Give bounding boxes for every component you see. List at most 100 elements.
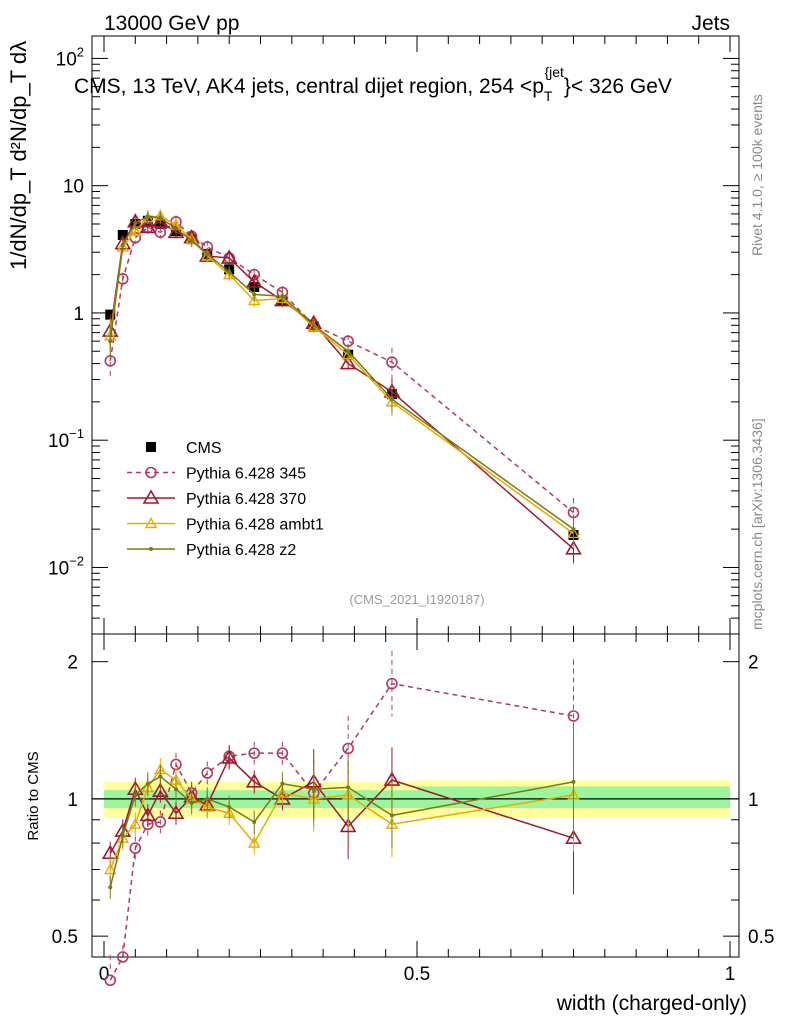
series-z2	[108, 210, 576, 544]
ratio-point-ambt1	[129, 817, 142, 829]
ratio-point-z2	[227, 804, 232, 809]
ratio-series-z2	[108, 725, 576, 899]
ratio-point-z2	[189, 800, 194, 805]
main-y-axis-label-text: 1/dN/dp_T d²N/dp_T dλ	[6, 41, 31, 270]
series-line-p345	[109, 220, 574, 514]
point-z2	[133, 220, 138, 225]
legend-marker-ambt1	[144, 517, 158, 529]
ratio-point-z2	[108, 885, 113, 890]
series-p345	[104, 215, 580, 528]
ratio-point-p345	[116, 951, 129, 963]
ratio-point-ambt1	[248, 836, 261, 848]
ratio-y-tick-label: 1	[67, 790, 78, 811]
ratio-point-p370	[167, 804, 185, 820]
ratio-point-p370	[220, 749, 238, 764]
analysis-watermark: (CMS_2021_I1920187)	[349, 592, 484, 607]
ratio-point-z2	[571, 779, 576, 784]
main-y-tick-label: 10	[63, 177, 84, 198]
main-y-axis-label: 1/dN/dp_T d²N/dp_T dλ	[6, 41, 31, 270]
x-tick-label: 0	[99, 964, 110, 985]
x-tick-label: 1	[725, 964, 736, 985]
chart-title: CMS, 13 TeV, AK4 jets, central dijet reg…	[74, 64, 672, 104]
ratio-point-p370	[245, 773, 263, 788]
point-z2	[145, 214, 150, 219]
ratio-point-z2	[205, 796, 210, 801]
ratio-point-p345	[386, 677, 398, 690]
main-y-tick-label: 10−1	[48, 426, 84, 452]
point-ambt1	[129, 224, 142, 236]
legend: CMS Pythia 6.428 345 Pythia 6.428 370 Pythi…	[127, 440, 324, 559]
ratio-point-z2	[120, 833, 125, 838]
ratio-point-z2	[389, 813, 394, 818]
point-z2	[311, 323, 316, 328]
x-axis-label: width (charged-only)	[556, 992, 747, 1015]
point-p345	[386, 356, 398, 369]
ratio-y-axis-label: Ratio to CMS	[25, 751, 42, 840]
point-p370	[139, 218, 157, 234]
legend-item-p345: Pythia 6.428 345	[127, 466, 306, 483]
point-z2	[205, 252, 210, 257]
ratio-y-tick-label: 2	[67, 653, 78, 674]
legend-label-p345: Pythia 6.428 345	[186, 466, 306, 483]
legend-label-ambt1: Pythia 6.428 ambt1	[186, 517, 324, 534]
ratio-y-tick-label: 0.5	[52, 927, 78, 948]
mcplots-label: mcplots.cern.ch [arXiv:1306.3436]	[749, 418, 765, 630]
point-z2	[280, 294, 285, 299]
ratio-point-p370	[151, 782, 169, 797]
point-z2	[389, 397, 394, 402]
main-y-tick-label: 10−2	[48, 553, 84, 579]
legend-item-cms: CMS	[146, 440, 222, 457]
ratio-point-z2	[311, 787, 316, 792]
ratio-point-p345	[129, 842, 142, 854]
main-y-tick-label: 1	[73, 304, 84, 325]
ratio-y-tick-label-right: 0.5	[748, 927, 774, 948]
ratio-y-tick-label-right: 2	[748, 653, 759, 674]
ratio-point-z2	[252, 819, 257, 824]
legend-label-p370: Pythia 6.428 370	[186, 491, 306, 508]
ratio-point-z2	[158, 774, 163, 779]
point-z2	[120, 243, 125, 248]
legend-marker-p345	[145, 466, 157, 479]
point-p370	[339, 354, 357, 370]
point-p370	[245, 273, 263, 288]
ratio-point-p345	[201, 767, 214, 779]
header-right: Jets	[691, 12, 730, 35]
point-z2	[158, 215, 163, 220]
legend-marker-cms	[146, 442, 156, 452]
ratio-point-z2	[173, 787, 178, 792]
series-line-ambt1	[109, 214, 574, 535]
ratio-point-p345	[342, 742, 354, 755]
point-z2	[173, 226, 178, 231]
legend-item-p370: Pythia 6.428 370	[127, 489, 306, 508]
legend-label-z2: Pythia 6.428 z2	[186, 542, 296, 559]
point-p370	[565, 540, 582, 555]
ratio-point-p345	[248, 747, 261, 759]
header-left: 13000 GeV pp	[104, 12, 239, 35]
ratio-point-p370	[339, 817, 357, 833]
series-line-p370	[109, 220, 574, 550]
main-y-tick-label: 102	[56, 44, 84, 70]
legend-item-ambt1: Pythia 6.428 ambt1	[127, 517, 324, 534]
ratio-point-z2	[280, 781, 285, 786]
ratio-point-p345	[104, 974, 117, 987]
legend-marker-z2	[149, 547, 153, 551]
ratio-point-ambt1	[201, 800, 214, 812]
ratio-point-z2	[145, 781, 150, 786]
rivet-version-label: Rivet 4.1.0, ≥ 100k events	[749, 94, 765, 256]
point-z2	[189, 238, 194, 243]
legend-marker-p370	[142, 489, 160, 504]
ratio-line-p345	[109, 682, 574, 981]
legend-item-z2: Pythia 6.428 z2	[127, 542, 296, 559]
ratio-y-tick-label-right: 1	[748, 790, 759, 811]
series-p370	[101, 213, 582, 564]
point-z2	[346, 349, 351, 354]
ratio-point-ambt1	[276, 786, 289, 798]
ratio-point-ambt1	[104, 863, 117, 875]
point-z2	[108, 339, 113, 344]
point-z2	[227, 269, 232, 274]
point-z2	[571, 527, 576, 532]
x-tick-label: 0.5	[404, 964, 430, 985]
ratio-point-z2	[133, 792, 138, 797]
ratio-frame	[91, 633, 740, 958]
ratio-point-p345	[154, 816, 167, 828]
